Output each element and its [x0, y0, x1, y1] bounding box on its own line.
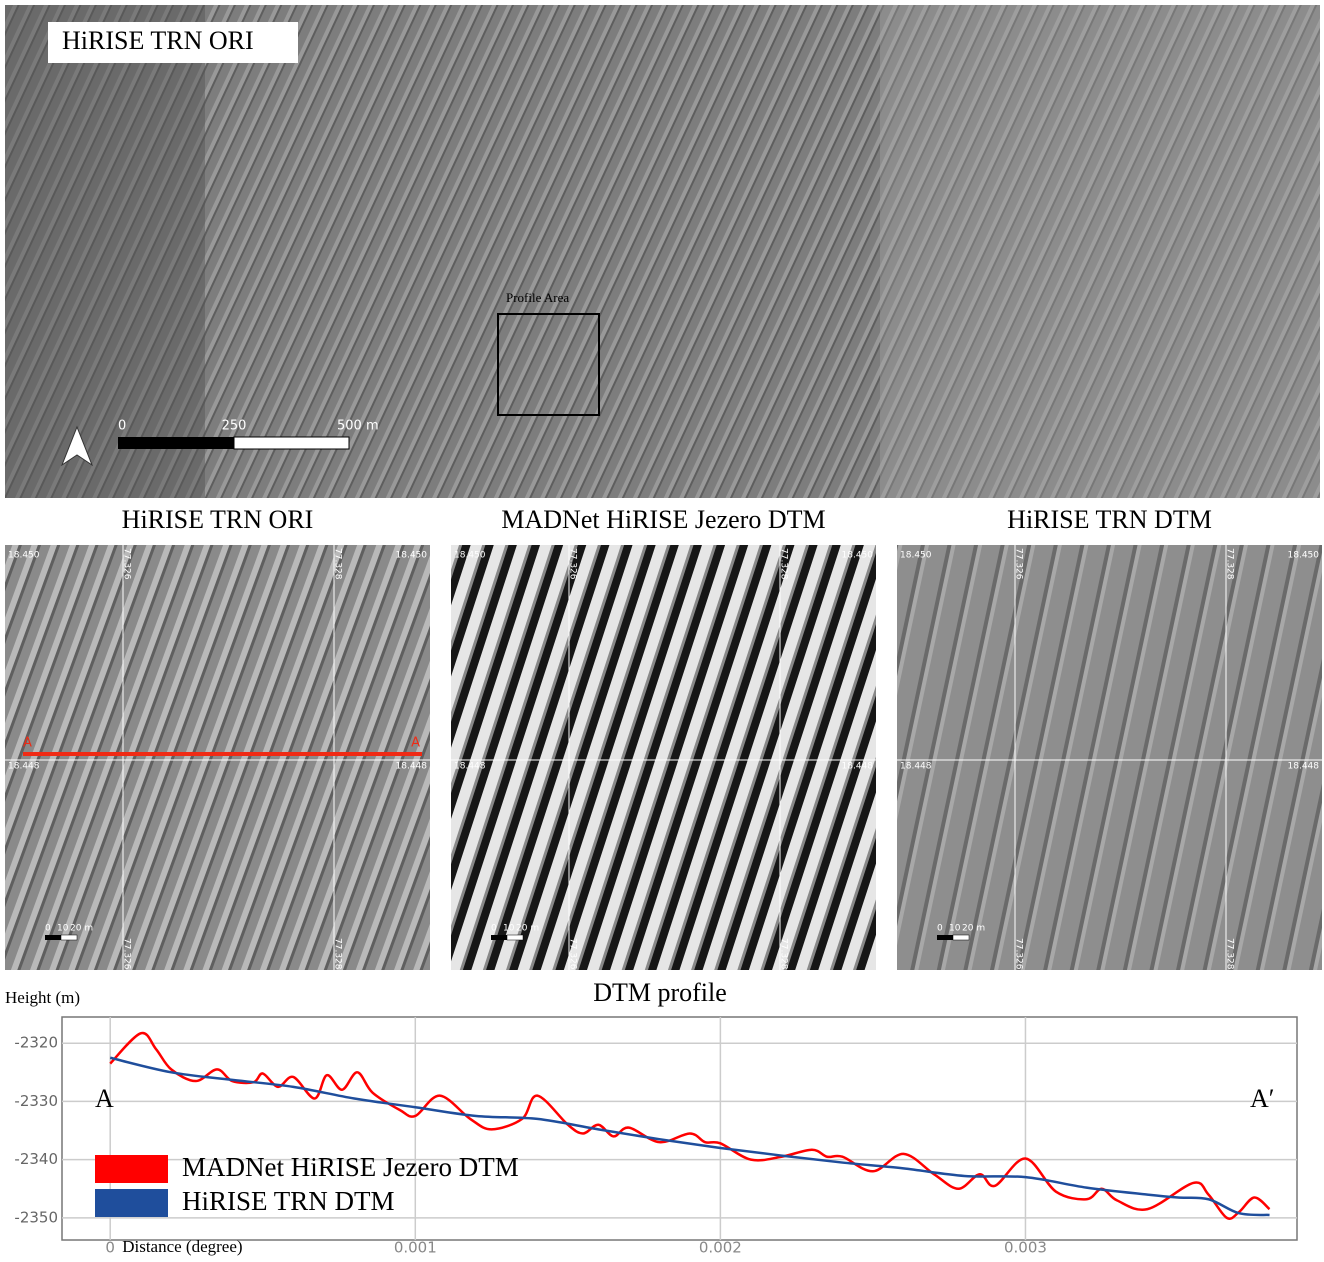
scale-bar: [507, 935, 523, 940]
lon-label: 77.326: [568, 938, 578, 970]
chart-title: DTM profile: [593, 978, 727, 1007]
lon-label: 77.328: [333, 548, 343, 580]
scale-bar: [937, 935, 953, 940]
x-tick-label: 0.002: [699, 1239, 742, 1257]
legend-label: MADNet HiRISE Jezero DTM: [182, 1152, 519, 1182]
scale-label: 20 m: [962, 924, 985, 934]
x-tick-label: 0: [105, 1239, 115, 1257]
panel-image: [451, 545, 876, 970]
lon-label: 77.328: [1225, 938, 1235, 970]
annotation: A′: [1250, 1084, 1274, 1113]
lat-label: 18.450: [454, 551, 486, 561]
y-tick-label: -2330: [14, 1092, 58, 1110]
terrain-shade: [880, 5, 1320, 498]
scale-bar: [953, 935, 969, 940]
scale-label: 0: [45, 924, 51, 934]
x-tick-label: 0.003: [1004, 1239, 1047, 1257]
scale-bar: [234, 437, 349, 449]
lat-label: 18.448: [842, 762, 874, 772]
panel-title: HiRISE TRN ORI: [122, 505, 314, 534]
annotation: A: [95, 1084, 114, 1113]
lon-label: 77.326: [568, 548, 578, 580]
scale-bar: [491, 935, 507, 940]
lon-label: 77.326: [1014, 548, 1024, 580]
scale-label: 10: [57, 924, 69, 934]
lon-label: 77.326: [122, 548, 132, 580]
lon-label: 77.328: [779, 938, 789, 970]
lat-label: 18.450: [396, 551, 428, 561]
overview-label: HiRISE TRN ORI: [62, 26, 254, 55]
x-axis-label: Distance (degree): [122, 1237, 242, 1256]
y-axis-label: Height (m): [5, 988, 80, 1007]
lon-label: 77.326: [1014, 938, 1024, 970]
lon-label: 77.328: [779, 548, 789, 580]
scale-label: 20 m: [70, 924, 93, 934]
terrain-shade: [5, 5, 205, 498]
panel-image: [897, 545, 1322, 970]
lat-label: 18.450: [900, 551, 932, 561]
legend-swatch: [95, 1189, 168, 1217]
lat-label: 18.448: [1288, 762, 1320, 772]
panel-image: [5, 545, 430, 970]
scale-bar: [61, 935, 77, 940]
profile-label: A: [411, 736, 420, 751]
legend-swatch: [95, 1155, 168, 1183]
page: { "overview": {"label": "HiRISE TRN ORI"…: [0, 0, 1324, 1257]
lon-label: 77.328: [1225, 548, 1235, 580]
profile-label: A: [23, 736, 32, 751]
scale-label: 10: [503, 924, 515, 934]
scale-label: 250: [222, 419, 247, 434]
lat-label: 18.450: [842, 551, 874, 561]
scale-bar: [118, 437, 234, 449]
y-tick-label: -2340: [14, 1150, 58, 1168]
lat-label: 18.448: [454, 762, 486, 772]
lon-label: 77.326: [122, 938, 132, 970]
legend-label: HiRISE TRN DTM: [182, 1186, 395, 1216]
scale-label: 10: [949, 924, 961, 934]
scale-label: 0: [491, 924, 497, 934]
scale-label: 500 m: [337, 419, 379, 434]
y-tick-label: -2350: [14, 1208, 58, 1226]
scale-label: 0: [937, 924, 943, 934]
panel-title: HiRISE TRN DTM: [1007, 505, 1212, 534]
y-tick-label: -2320: [14, 1034, 58, 1052]
x-tick-label: 0.001: [394, 1239, 437, 1257]
scale-label: 0: [118, 419, 126, 434]
lat-label: 18.450: [1288, 551, 1320, 561]
lat-label: 18.448: [396, 762, 428, 772]
figure: HiRISE TRN ORI Profile Area 0 250 500 m …: [0, 0, 1324, 1257]
scale-label: 20 m: [516, 924, 539, 934]
lat-label: 18.448: [900, 762, 932, 772]
lat-label: 18.448: [8, 762, 40, 772]
lat-label: 18.450: [8, 551, 40, 561]
panel-title: MADNet HiRISE Jezero DTM: [501, 505, 825, 534]
profile-area-label: Profile Area: [506, 290, 569, 305]
lon-label: 77.328: [333, 938, 343, 970]
scale-bar: [45, 935, 61, 940]
